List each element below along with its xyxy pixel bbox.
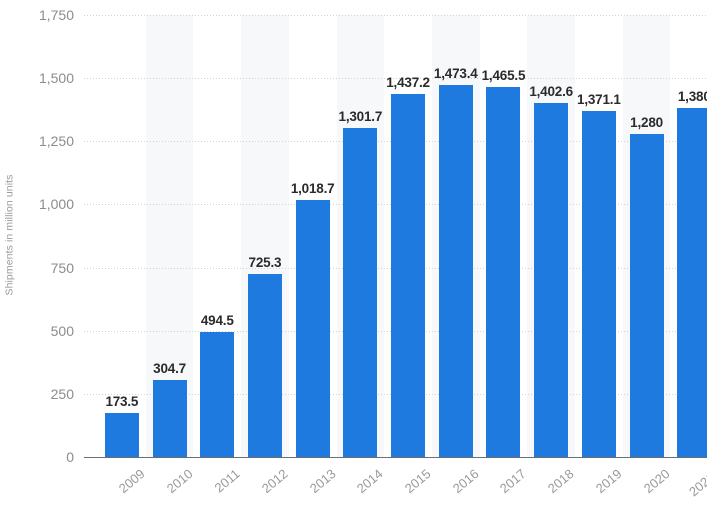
x-axis-tick-label: 2013 [306,466,339,497]
x-axis-baseline [84,457,707,458]
bar-value-label: 304.7 [153,361,186,377]
bar-value-label: 494.5 [200,313,234,329]
bar-value-label: 1,371.1 [577,91,621,107]
y-axis-tick-label: 500 [50,322,74,339]
gridline [84,78,707,80]
x-axis-tick-label: 2020 [640,466,673,497]
y-axis-tick-label: 750 [50,259,74,276]
x-axis-tick-label: 2010 [163,466,196,497]
bar-value-label: 1,018.7 [290,180,335,196]
bar-value-label: 1,437.2 [386,75,430,90]
x-axis-tick-label: 2018 [544,466,577,497]
x-axis-tick-label: 2015 [401,466,434,497]
bar-value-label: 1,280 [630,114,663,130]
bar-value-label: 725.3 [248,254,282,270]
bar[interactable] [534,102,569,457]
x-axis-tick-label: 2016 [449,466,482,497]
bar[interactable] [295,199,330,457]
bar[interactable] [677,108,707,457]
bar-value-label: 1,301.7 [338,109,383,125]
x-axis-tick-label: 2012 [258,466,291,497]
x-axis-tick-label: 2014 [354,466,386,497]
bar[interactable] [247,273,282,457]
bar[interactable] [200,332,235,457]
y-axis-tick-label: 1,500 [38,70,74,87]
bar[interactable] [581,110,616,457]
bar-value-label: 1,380 [677,89,707,105]
bar[interactable] [343,128,378,457]
bar-value-label: 1,402.6 [529,83,573,99]
y-axis-tick-labels: 0 250 500 750 1,000 1,250 1,500 1,750 [0,0,84,470]
y-axis-tick-label: 1,250 [38,133,74,150]
x-axis-tick-label: 2019 [592,466,625,497]
bar-value-label: 1,465.5 [481,67,526,83]
bar-value-label: 1,473.4 [433,65,478,81]
y-axis-tick-label: 1,000 [38,196,74,213]
plot-area: 173.5 304.7 494.5 725.3 1,018.7 1,301.7 1,437.… [84,0,707,458]
bar[interactable] [391,94,426,457]
bar[interactable] [104,413,139,457]
bar[interactable] [629,133,664,457]
x-axis-tick-label: 2021* [686,469,707,500]
bar[interactable] [486,86,521,457]
y-axis-tick-label: 0 [66,449,74,465]
y-axis-tick-label: 250 [50,385,74,402]
x-axis-tick-label: 2017 [497,466,530,497]
x-axis-tick-labels: 2009 2010 2011 2012 2013 2014 2015 2016 2017 2018… [84,458,707,507]
bar-value-label: 173.5 [105,394,139,410]
x-axis-tick-label: 2011 [211,466,243,496]
bars: 173.5 304.7 494.5 725.3 1,018.7 1,301.7 1,437.… [84,0,707,458]
bar[interactable] [438,84,473,457]
y-axis-tick-label: 1,750 [38,7,74,23]
gridline [84,15,707,16]
bar[interactable] [152,380,187,457]
x-axis-tick-label: 2009 [115,466,148,497]
